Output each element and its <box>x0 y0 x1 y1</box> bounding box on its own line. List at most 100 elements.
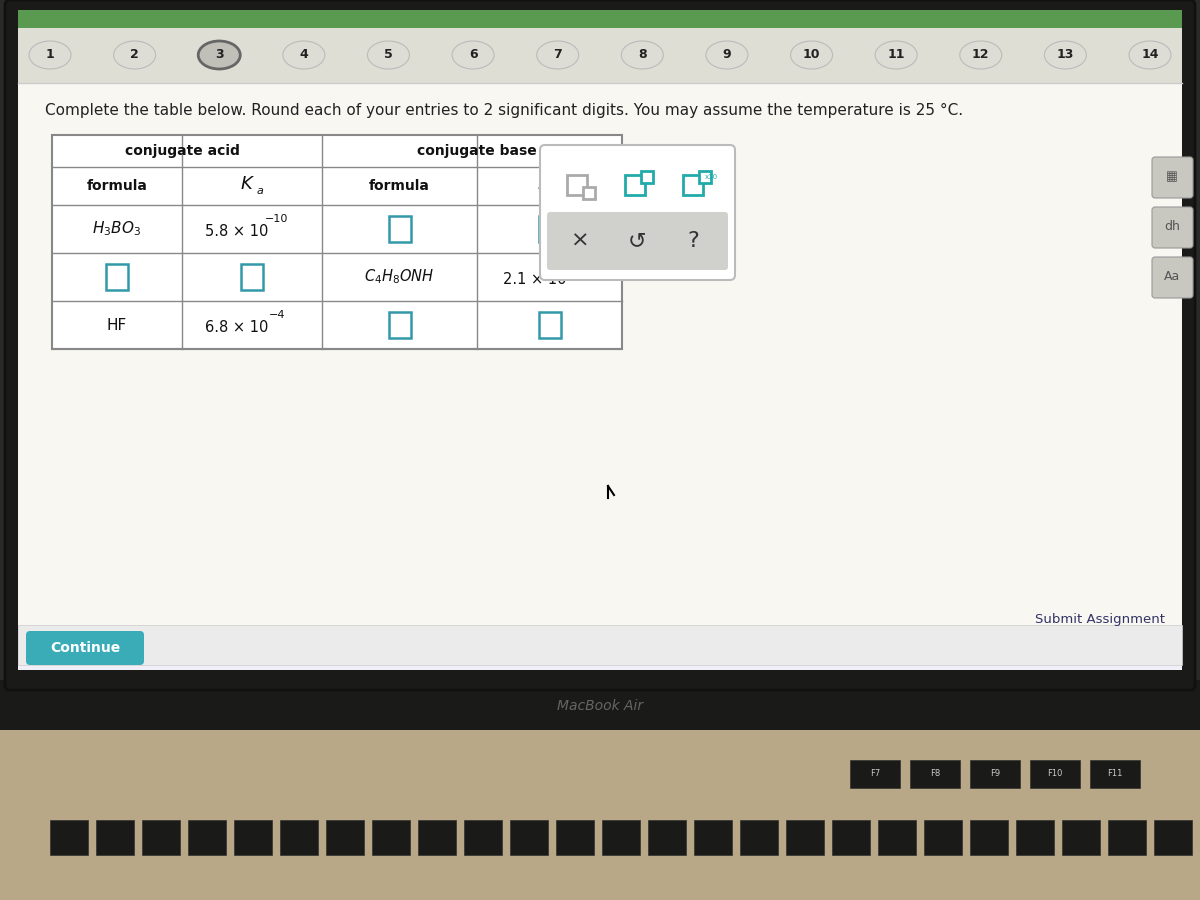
Text: 5.8 × 10: 5.8 × 10 <box>205 223 269 238</box>
Ellipse shape <box>536 41 578 69</box>
Bar <box>1016 820 1054 855</box>
Bar <box>241 264 263 290</box>
Text: MacBook Air: MacBook Air <box>557 699 643 713</box>
Text: 14: 14 <box>1141 49 1159 61</box>
Text: 4: 4 <box>300 49 308 61</box>
Text: F8: F8 <box>930 770 940 778</box>
Bar <box>96 820 134 855</box>
Bar <box>418 820 456 855</box>
Text: $C_4H_8ONH$: $C_4H_8ONH$ <box>365 267 434 286</box>
Bar <box>188 820 226 855</box>
Bar <box>1108 820 1146 855</box>
FancyBboxPatch shape <box>540 145 734 280</box>
Bar <box>832 820 870 855</box>
Bar <box>372 820 410 855</box>
Bar <box>970 820 1008 855</box>
Bar <box>740 820 778 855</box>
Bar <box>280 820 318 855</box>
Text: 2.1 × 10: 2.1 × 10 <box>503 272 566 286</box>
Text: conjugate acid: conjugate acid <box>125 144 240 158</box>
Text: Submit Assignment: Submit Assignment <box>1034 613 1165 626</box>
Bar <box>106 264 128 290</box>
Text: Continue: Continue <box>50 641 120 655</box>
Text: −4: −4 <box>269 310 286 320</box>
Text: F11: F11 <box>1108 770 1123 778</box>
Text: 12: 12 <box>972 49 990 61</box>
Bar <box>683 175 703 195</box>
Text: 10: 10 <box>803 49 821 61</box>
Bar <box>142 820 180 855</box>
Ellipse shape <box>114 41 156 69</box>
Bar <box>602 820 640 855</box>
Bar <box>1030 760 1080 788</box>
Bar <box>1062 820 1100 855</box>
Bar <box>625 175 646 195</box>
Text: conjugate base: conjugate base <box>418 144 536 158</box>
Ellipse shape <box>29 41 71 69</box>
Text: $K$: $K$ <box>240 175 254 193</box>
FancyBboxPatch shape <box>1152 157 1193 198</box>
Ellipse shape <box>367 41 409 69</box>
Text: 6: 6 <box>469 49 478 61</box>
Text: x10: x10 <box>706 174 718 180</box>
Text: ?: ? <box>688 231 698 251</box>
Text: −6: −6 <box>566 262 583 272</box>
FancyBboxPatch shape <box>5 0 1195 690</box>
Ellipse shape <box>875 41 917 69</box>
Bar <box>694 820 732 855</box>
Bar <box>924 820 962 855</box>
Text: b: b <box>554 186 562 196</box>
Bar <box>18 625 1182 665</box>
Text: −10: −10 <box>265 214 289 224</box>
Ellipse shape <box>1129 41 1171 69</box>
Bar <box>18 10 1182 28</box>
Text: 1: 1 <box>46 49 54 61</box>
Bar <box>583 187 595 199</box>
Bar <box>1090 760 1140 788</box>
Text: formula: formula <box>370 179 430 193</box>
Bar <box>18 83 1182 663</box>
FancyBboxPatch shape <box>1152 207 1193 248</box>
Bar <box>389 312 410 338</box>
FancyBboxPatch shape <box>1152 257 1193 298</box>
Text: F9: F9 <box>990 770 1000 778</box>
Text: 2: 2 <box>131 49 139 61</box>
FancyBboxPatch shape <box>547 212 728 270</box>
Bar <box>641 171 653 183</box>
Text: Aa: Aa <box>1164 271 1180 284</box>
Bar <box>878 820 916 855</box>
Ellipse shape <box>198 41 240 69</box>
Ellipse shape <box>791 41 833 69</box>
FancyBboxPatch shape <box>26 631 144 665</box>
Ellipse shape <box>1044 41 1086 69</box>
Text: Complete the table below. Round each of your entries to 2 significant digits. Yo: Complete the table below. Round each of … <box>46 103 964 118</box>
Text: ▦: ▦ <box>1166 170 1178 184</box>
Bar <box>389 216 410 242</box>
Text: $H_3BO_3$: $H_3BO_3$ <box>92 220 142 238</box>
Text: 8: 8 <box>638 49 647 61</box>
Bar <box>52 135 622 349</box>
Bar <box>18 28 1182 83</box>
Bar <box>326 820 364 855</box>
Bar <box>510 820 548 855</box>
Bar <box>786 820 824 855</box>
Bar <box>698 171 710 183</box>
Bar <box>234 820 272 855</box>
Ellipse shape <box>452 41 494 69</box>
Text: 7: 7 <box>553 49 562 61</box>
Ellipse shape <box>283 41 325 69</box>
Text: ↺: ↺ <box>628 231 647 251</box>
Bar <box>910 760 960 788</box>
Bar <box>50 820 88 855</box>
Text: HF: HF <box>107 318 127 332</box>
Text: 9: 9 <box>722 49 731 61</box>
Text: formula: formula <box>86 179 148 193</box>
Bar <box>0 730 1200 900</box>
Ellipse shape <box>706 41 748 69</box>
Bar <box>0 680 1200 900</box>
Text: a: a <box>257 186 264 196</box>
Text: 11: 11 <box>888 49 905 61</box>
Text: 13: 13 <box>1057 49 1074 61</box>
Bar <box>648 820 686 855</box>
Text: dh: dh <box>1164 220 1180 233</box>
